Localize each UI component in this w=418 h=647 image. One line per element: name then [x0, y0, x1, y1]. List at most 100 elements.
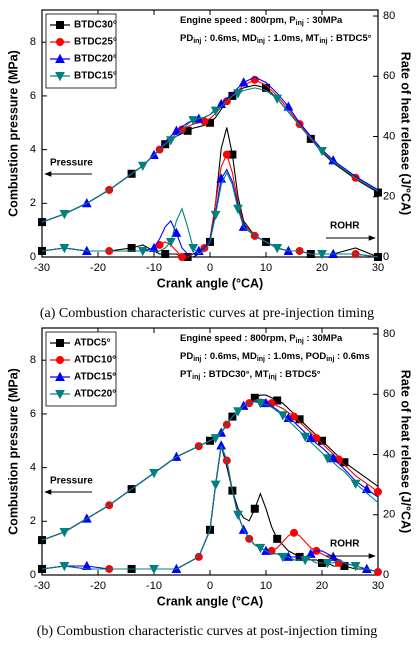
marker	[55, 72, 65, 82]
rohr-line	[41, 445, 379, 573]
legend-label: BTDC25°	[74, 37, 117, 48]
x-tick-label: -30	[34, 262, 50, 274]
y2-tick-label: 80	[383, 328, 395, 340]
condition-text: PTinj : BTDC30°, MTinj : BTDC5°	[180, 369, 321, 382]
x-tick-label: 30	[372, 262, 384, 274]
y2-axis-label: Rate of heat release (J/°CA)	[399, 52, 413, 215]
pressure-line	[41, 401, 379, 541]
marker	[277, 552, 288, 563]
marker	[59, 243, 70, 254]
marker	[272, 94, 283, 104]
y2-tick-label: 40	[383, 130, 395, 142]
marker	[317, 249, 327, 260]
marker	[261, 397, 271, 408]
marker	[127, 243, 136, 252]
marker	[149, 564, 159, 575]
condition-text: Engine speed : 800rpm, Pinj : 30MPa	[180, 333, 343, 346]
condition-segment: inj	[257, 356, 265, 363]
y2-tick-label: 20	[383, 509, 395, 521]
y-tick-label: 6	[30, 408, 36, 420]
condition-segment: PD	[180, 33, 193, 44]
condition-segment: inj	[193, 356, 201, 363]
marker	[188, 116, 199, 126]
marker	[305, 548, 316, 558]
condition-segment: inj	[326, 356, 334, 363]
marker	[300, 555, 311, 566]
marker	[59, 210, 70, 220]
marker	[295, 120, 304, 129]
condition-segment: : BTDC30°, MT	[200, 369, 268, 380]
y2-tick-label: 80	[383, 10, 395, 22]
marker	[273, 534, 282, 543]
x-tick-label: 0	[207, 580, 213, 592]
condition-segment: : 30MPa	[304, 333, 343, 344]
x-tick-label: 20	[316, 262, 328, 274]
condition-segment: inj	[296, 20, 304, 27]
condition-segment: inj	[192, 374, 200, 381]
condition-segment: inj	[319, 38, 327, 45]
pressure-line	[41, 84, 379, 223]
condition-text: PDinj : 0.6ms, MDinj : 1.0ms, MTinj : BT…	[180, 33, 372, 46]
rohr-line	[41, 445, 379, 573]
marker	[55, 53, 65, 63]
marker	[238, 77, 249, 87]
rohr-line	[41, 171, 379, 258]
y2-tick-label: 40	[383, 448, 395, 460]
marker	[216, 98, 227, 108]
marker	[59, 561, 70, 572]
marker	[55, 371, 65, 381]
marker	[317, 146, 327, 157]
marker	[255, 399, 266, 409]
y-tick-label: 6	[30, 90, 36, 102]
condition-segment: : 0.6ms	[334, 351, 369, 362]
rohr-annotation: ROHR	[330, 221, 360, 232]
condition-segment: inj	[193, 38, 201, 45]
condition-text: Engine speed : 800rpm, Pinj : 30MPa	[180, 15, 343, 28]
y2-tick-label: 0	[383, 251, 389, 263]
marker	[161, 249, 170, 258]
marker	[322, 454, 333, 464]
x-tick-label: 20	[316, 580, 328, 592]
condition-segment: : 0.6ms, MD	[201, 351, 257, 362]
y2-axis-label: Rate of heat release (J/°CA)	[399, 370, 413, 533]
caption: (a) Combustion characteristic curves at …	[40, 306, 374, 321]
marker	[210, 480, 221, 490]
marker	[56, 20, 65, 29]
x-tick-label: 10	[260, 580, 272, 592]
x-tick-label: -10	[146, 262, 162, 274]
marker	[56, 338, 65, 347]
y-tick-label: 2	[30, 197, 36, 209]
y-axis-label: Combustion pressure (MPa)	[6, 368, 20, 535]
marker	[210, 434, 221, 444]
legend-label: ATDC20°	[74, 389, 116, 400]
marker	[165, 136, 176, 146]
marker	[56, 38, 65, 47]
legend-label: BTDC15°	[74, 71, 117, 82]
marker	[250, 504, 259, 513]
caption: (b) Combustion characteristic curves at …	[37, 624, 378, 639]
x-axis-label: Crank angle (°CA)	[157, 594, 263, 608]
x-tick-label: -30	[34, 580, 50, 592]
y2-tick-label: 0	[383, 569, 389, 581]
y-axis-label: Combustion pressure (MPa)	[6, 50, 20, 217]
marker	[350, 479, 361, 489]
pressure-line	[41, 401, 379, 541]
condition-segment: : 1.0ms, POD	[265, 351, 326, 362]
marker	[81, 560, 92, 570]
marker	[55, 390, 65, 400]
rohr-line	[41, 445, 379, 573]
condition-segment: Engine speed : 800rpm, P	[180, 333, 296, 344]
pressure-line	[41, 394, 379, 541]
marker	[149, 242, 159, 252]
marker	[233, 407, 243, 417]
marker	[272, 243, 283, 254]
condition-segment: : BTDC5°	[328, 33, 372, 44]
y2-tick-label: 60	[383, 388, 395, 400]
marker	[328, 551, 339, 561]
condition-segment: PT	[180, 369, 192, 380]
marker	[373, 487, 382, 496]
legend-label: ATDC15°	[74, 372, 116, 383]
marker	[350, 561, 361, 572]
marker	[283, 412, 294, 422]
